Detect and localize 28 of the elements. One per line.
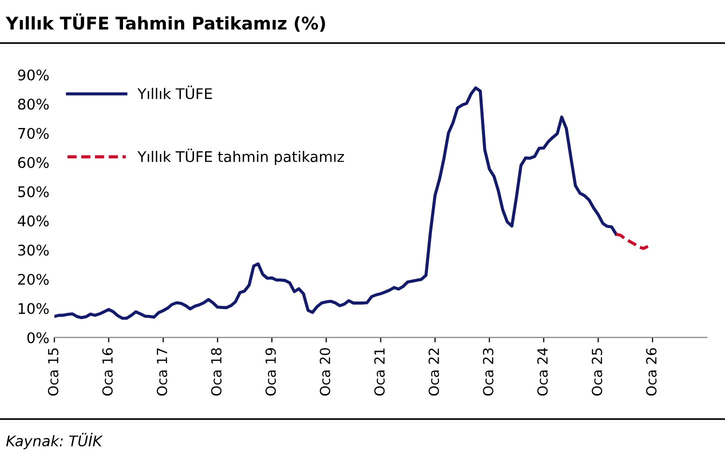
x-tick-label: Oca 22 [428,348,440,396]
x-tick-label: Oca 23 [482,348,494,396]
legend-label: Yıllık TÜFE tahmin patikamız [137,148,344,165]
y-tick-label: 10% [18,303,49,314]
y-tick-label: 30% [18,244,49,256]
x-tick-label: Oca 20 [320,348,330,396]
x-tick-label: Oca 24 [537,348,548,396]
line-series [614,232,650,250]
x-tick-label: Oca 21 [374,348,385,396]
y-tick-label: 60% [18,157,49,168]
x-tick-label: Oca 16 [102,348,113,396]
x-tick-label: Oca 26 [646,348,657,396]
y-tick-label: 90% [18,69,49,80]
y-tick-label: 40% [18,215,49,226]
x-tick-label: Oca 25 [592,348,602,396]
y-tick-label: 70% [18,128,49,139]
y-tick-label: 0% [27,332,49,344]
x-tick-label: Oca 17 [156,348,168,396]
chart-title: Yıllık TÜFE Tahmin Patikamız (%) [6,13,326,32]
x-tick-label: Oca 19 [265,348,276,396]
x-tick-label: Oca 15 [48,348,58,396]
line-series [54,86,618,320]
legend-label: Yıllık TÜFE [137,86,212,100]
y-tick-label: 80% [18,98,49,110]
x-tick-label: Oca 18 [211,348,222,396]
y-tick-label: 50% [18,186,49,198]
text: Kaynak: TÜİK [6,432,103,450]
y-tick-label: 20% [18,274,49,285]
